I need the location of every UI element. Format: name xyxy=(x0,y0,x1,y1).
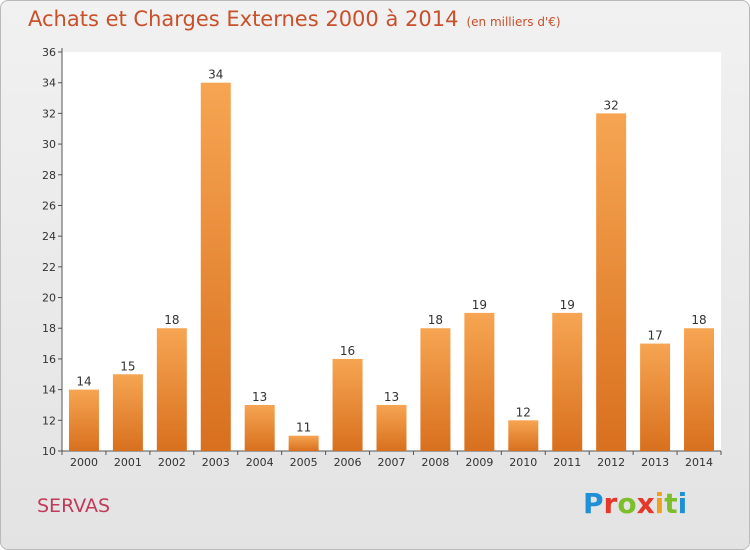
bar xyxy=(376,404,407,451)
y-tick-label: 12 xyxy=(42,414,56,427)
data-label: 18 xyxy=(164,313,179,327)
data-label: 18 xyxy=(428,313,443,327)
bar xyxy=(288,435,319,451)
data-label: 17 xyxy=(647,329,662,343)
y-tick-label: 28 xyxy=(42,169,56,182)
x-tick-label: 2001 xyxy=(114,456,142,469)
x-tick-label: 2006 xyxy=(334,456,362,469)
data-label: 16 xyxy=(340,344,355,358)
x-tick-label: 2005 xyxy=(290,456,318,469)
x-tick-label: 2010 xyxy=(509,456,537,469)
data-label: 34 xyxy=(208,68,223,82)
bar xyxy=(156,328,187,451)
logo-letter: P xyxy=(583,487,604,520)
y-tick-label: 16 xyxy=(42,353,56,366)
proxiti-logo: Proxiti xyxy=(583,487,687,520)
bar xyxy=(552,312,583,451)
chart-title-text: Achats et Charges Externes 2000 à 2014 xyxy=(28,7,459,31)
x-tick-label: 2008 xyxy=(421,456,449,469)
x-tick-label: 2003 xyxy=(202,456,230,469)
bar xyxy=(332,358,363,451)
data-label: 12 xyxy=(516,405,531,419)
bar xyxy=(244,404,275,451)
data-label: 13 xyxy=(252,390,267,404)
bar xyxy=(68,389,99,451)
bar xyxy=(464,312,495,451)
y-tick-label: 18 xyxy=(42,322,56,335)
logo-letter: t xyxy=(664,487,678,520)
y-tick-label: 26 xyxy=(42,199,56,212)
x-tick-label: 2004 xyxy=(246,456,274,469)
bar xyxy=(508,420,539,451)
logo-letter: i xyxy=(677,487,688,520)
logo-letter: r xyxy=(603,487,618,520)
y-tick-label: 34 xyxy=(42,77,56,90)
bar xyxy=(112,374,143,451)
data-label: 11 xyxy=(296,421,311,435)
y-tick-label: 22 xyxy=(42,261,56,274)
x-tick-label: 2013 xyxy=(641,456,669,469)
chart-subtitle: (en milliers d'€) xyxy=(466,15,561,29)
y-tick-label: 30 xyxy=(42,138,56,151)
x-tick-label: 2011 xyxy=(553,456,581,469)
data-label: 32 xyxy=(604,98,619,112)
data-label: 18 xyxy=(691,313,706,327)
data-label: 14 xyxy=(76,375,91,389)
y-tick-label: 24 xyxy=(42,230,56,243)
data-label: 19 xyxy=(560,298,575,312)
logo-letter: x xyxy=(636,487,655,520)
y-tick-label: 14 xyxy=(42,384,56,397)
data-label: 13 xyxy=(384,390,399,404)
bar xyxy=(200,82,231,451)
data-label: 19 xyxy=(472,298,487,312)
x-tick-label: 2000 xyxy=(70,456,98,469)
x-tick-label: 2014 xyxy=(685,456,713,469)
bar xyxy=(684,328,715,451)
y-tick-label: 36 xyxy=(42,46,56,59)
bar xyxy=(420,328,451,451)
data-label: 15 xyxy=(120,359,135,373)
x-tick-label: 2012 xyxy=(597,456,625,469)
commune-name: SERVAS xyxy=(37,495,111,517)
x-tick-label: 2009 xyxy=(465,456,493,469)
x-tick-label: 2007 xyxy=(378,456,406,469)
y-tick-label: 20 xyxy=(42,292,56,305)
bar xyxy=(640,343,671,451)
y-tick-label: 10 xyxy=(42,445,56,458)
logo-letter: o xyxy=(617,487,637,520)
y-tick-label: 32 xyxy=(42,107,56,120)
logo-letter: i xyxy=(654,487,665,520)
bar xyxy=(596,113,627,451)
chart-title: Achats et Charges Externes 2000 à 2014 (e… xyxy=(28,7,561,31)
x-tick-label: 2002 xyxy=(158,456,186,469)
